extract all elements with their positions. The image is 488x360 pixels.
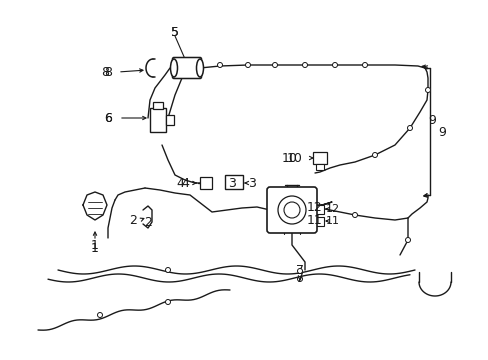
Bar [309, 217, 324, 226]
Text: 6: 6 [104, 112, 112, 125]
Text: 7: 7 [295, 271, 304, 284]
Circle shape [278, 196, 305, 224]
Text: 11: 11 [306, 213, 322, 226]
Circle shape [425, 87, 429, 93]
Text: 4: 4 [176, 176, 183, 189]
Circle shape [362, 63, 367, 68]
Polygon shape [83, 192, 107, 220]
Text: 11: 11 [325, 216, 339, 226]
Text: 5: 5 [171, 26, 179, 39]
Text: 3: 3 [247, 176, 255, 189]
Text: 8: 8 [104, 66, 112, 78]
Text: 5: 5 [171, 26, 179, 39]
Text: 8: 8 [101, 66, 109, 78]
Text: 4: 4 [181, 176, 188, 189]
Text: 2: 2 [129, 213, 137, 226]
Bar [200, 177, 212, 189]
Circle shape [297, 269, 302, 274]
FancyBboxPatch shape [172, 58, 201, 78]
Ellipse shape [196, 59, 203, 77]
Text: 1: 1 [91, 239, 99, 252]
Circle shape [352, 212, 357, 217]
Bar [165, 115, 174, 125]
Circle shape [332, 63, 337, 68]
Circle shape [372, 153, 377, 158]
Circle shape [284, 202, 299, 218]
Circle shape [165, 300, 170, 305]
Bar [315, 164, 324, 170]
Circle shape [297, 276, 302, 282]
FancyBboxPatch shape [266, 187, 316, 233]
Bar [312, 152, 326, 164]
Text: 9: 9 [437, 126, 445, 139]
Circle shape [97, 312, 102, 318]
Bar [153, 102, 163, 109]
Circle shape [217, 63, 222, 68]
Bar [309, 205, 324, 214]
Bar [150, 108, 165, 132]
Circle shape [245, 63, 250, 68]
Text: 10: 10 [282, 152, 297, 165]
Circle shape [407, 126, 412, 131]
Text: 10: 10 [286, 152, 303, 165]
Text: 2: 2 [144, 216, 152, 229]
Bar [224, 175, 243, 189]
Text: 1: 1 [91, 242, 99, 255]
Circle shape [302, 63, 307, 68]
Text: 7: 7 [295, 264, 304, 276]
Circle shape [405, 238, 409, 243]
Text: 12: 12 [325, 204, 339, 214]
Ellipse shape [170, 59, 177, 77]
Text: 12: 12 [306, 201, 322, 213]
Circle shape [165, 267, 170, 273]
Text: 9: 9 [427, 113, 435, 126]
Text: 6: 6 [104, 112, 112, 125]
Circle shape [272, 63, 277, 68]
Text: 3: 3 [227, 176, 235, 189]
